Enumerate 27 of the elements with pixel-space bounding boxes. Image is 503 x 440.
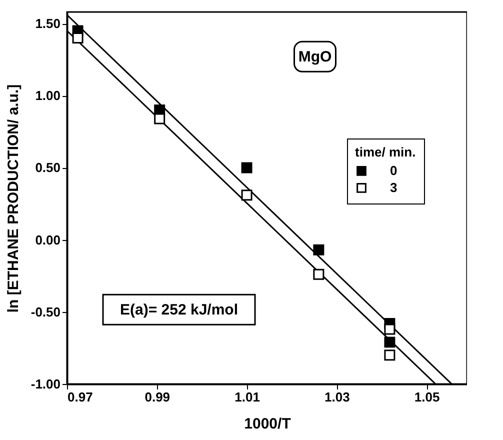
- point: [384, 350, 396, 361]
- x-axis-title: 1000/T: [244, 416, 291, 432]
- x-tick-label: 1.01: [234, 390, 260, 404]
- y-tick-label: 0.00: [35, 232, 60, 248]
- y-tick-label: 0.50: [35, 160, 60, 176]
- point: [384, 324, 396, 335]
- annotation: MgO: [298, 48, 332, 66]
- x-tick-label: 0.97: [68, 390, 93, 404]
- x-tick-label: 1.05: [414, 390, 440, 404]
- point: [384, 336, 396, 348]
- point: [154, 113, 166, 124]
- point: [313, 244, 324, 256]
- point: [241, 162, 252, 174]
- legend-label: 0: [390, 162, 398, 178]
- x-tick-label: 1.03: [324, 390, 350, 404]
- y-axis-title: ln [ETHANE PRODUCTION/ a.u.]: [4, 84, 22, 313]
- point: [313, 268, 324, 280]
- y-tick-label: 1.00: [35, 88, 60, 104]
- y-tick-label: -0.50: [30, 304, 60, 320]
- annotation: E(a)= 252 kJ/mol: [120, 302, 238, 319]
- x-tick-label: 0.99: [144, 390, 170, 404]
- y-tick-label: 1.50: [35, 16, 60, 32]
- point: [241, 190, 252, 201]
- point: [72, 32, 84, 44]
- legend-title: time/ min.: [355, 144, 416, 160]
- legend-label: 3: [390, 180, 398, 195]
- y-tick-label: -1.00: [30, 376, 60, 392]
